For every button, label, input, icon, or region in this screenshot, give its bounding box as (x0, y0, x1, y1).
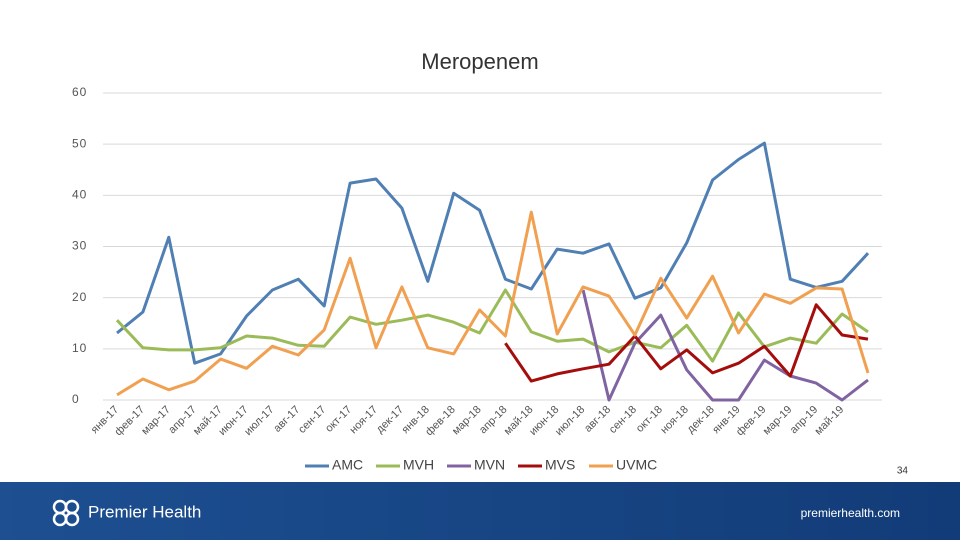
legend-label: MVH (403, 457, 434, 473)
x-tick-label: сен-18 (607, 404, 639, 436)
series-line (504, 303, 869, 383)
legend-label: MVS (545, 457, 575, 473)
x-tick-label: мар-17 (139, 404, 173, 438)
y-tick-label: 50 (72, 136, 87, 150)
x-tick-label: ноя-17 (348, 404, 381, 437)
x-tick-label: май-19 (813, 404, 847, 438)
legend-label: UVMC (616, 457, 657, 473)
series-line (116, 141, 870, 365)
footer-band (0, 482, 960, 540)
y-tick-label: 0 (72, 392, 80, 406)
x-tick-label: дек-18 (685, 404, 717, 436)
x-tick-label: июл-17 (242, 404, 276, 438)
chart-title: Meropenem (421, 49, 538, 74)
x-tick-label: июл-18 (553, 404, 587, 438)
x-tick-label: сен-17 (296, 404, 328, 436)
logo-text: Premier Health (88, 502, 201, 521)
page-number: 34 (897, 466, 909, 477)
x-tick-label: мар-18 (450, 404, 484, 438)
plot: 0102030405060янв-17фев-17мар-17апр-17май… (72, 85, 882, 473)
x-tick-label: ноя-18 (658, 404, 691, 437)
legend-label: AMC (332, 457, 363, 473)
series-line (116, 210, 870, 397)
footer-url: premierhealth.com (801, 506, 900, 520)
series-line (581, 289, 869, 402)
logo-icon (52, 499, 80, 527)
legend-label: MVN (474, 457, 505, 473)
y-tick-label: 30 (72, 239, 87, 253)
series-line (115, 288, 869, 363)
y-tick-label: 40 (72, 188, 87, 202)
x-tick-label: мар-19 (761, 404, 795, 438)
y-tick-label: 20 (72, 290, 87, 304)
y-tick-label: 10 (72, 341, 87, 355)
y-tick-label: 60 (72, 85, 87, 99)
x-tick-label: дек-17 (374, 404, 406, 436)
